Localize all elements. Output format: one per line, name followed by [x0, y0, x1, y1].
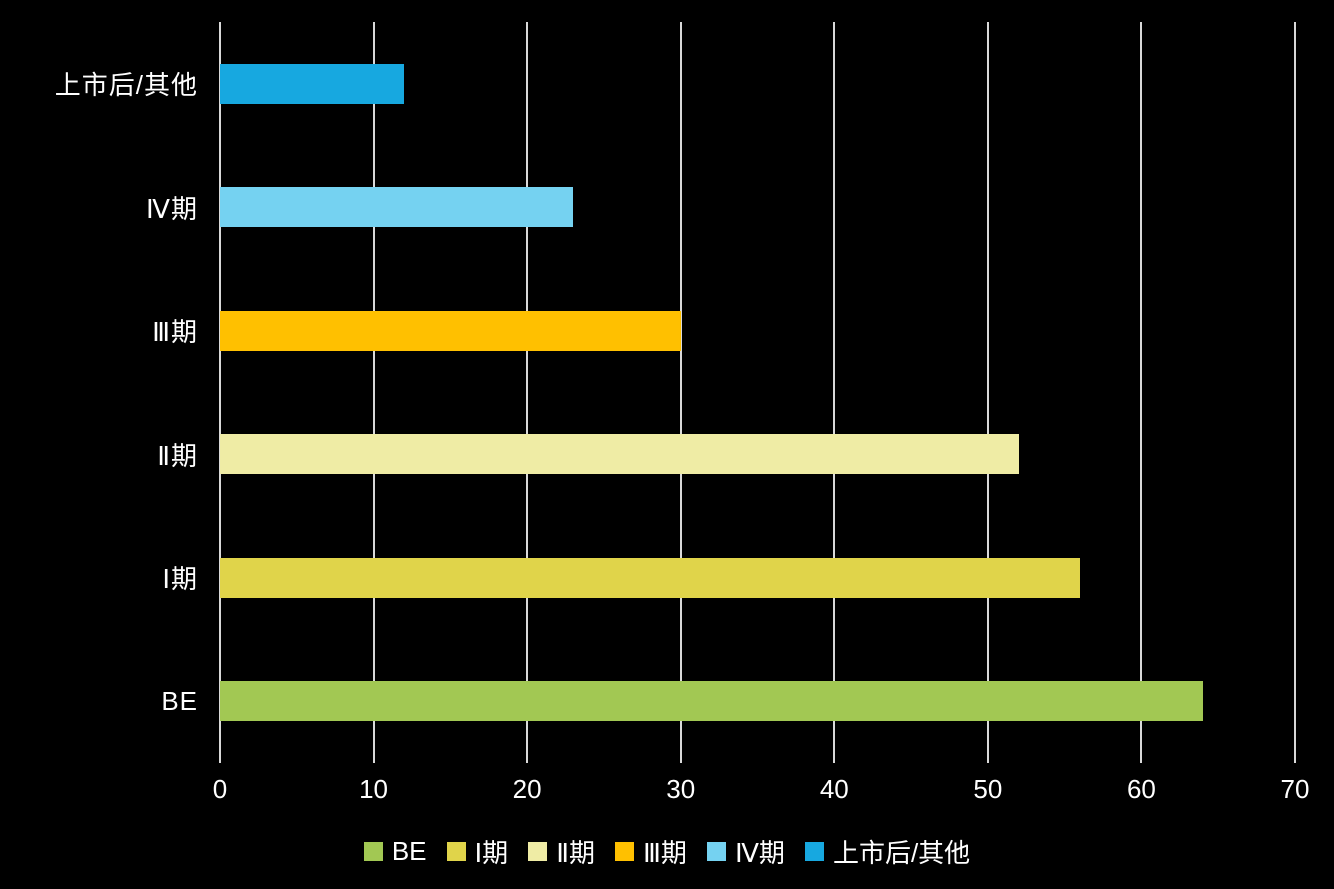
- bar: [220, 187, 574, 228]
- legend-swatch: [446, 842, 466, 861]
- legend: BE Ⅰ期 Ⅱ期 Ⅲ期 Ⅳ期 上市后/其他: [0, 833, 1334, 870]
- bar-row: [220, 146, 1295, 270]
- x-tick-label: 40: [819, 774, 849, 804]
- bar: [220, 310, 681, 351]
- legend-swatch: [804, 842, 824, 861]
- gridline: [679, 22, 682, 763]
- category-label: Ⅲ期: [152, 317, 198, 348]
- bar-row: [220, 269, 1295, 393]
- gridline: [526, 22, 529, 763]
- legend-label: Ⅰ期: [474, 838, 509, 868]
- x-tick-label: 0: [212, 774, 228, 804]
- bar-row: [220, 22, 1295, 146]
- x-tick-label: 20: [512, 774, 542, 804]
- category-label: Ⅱ期: [157, 440, 198, 471]
- x-tick-label: 60: [1126, 774, 1156, 804]
- legend-swatch: [528, 842, 548, 861]
- y-axis-labels: 上市后/其他 Ⅳ期 Ⅲ期 Ⅱ期 Ⅰ期 BE: [0, 22, 198, 763]
- x-tick-label: 70: [1280, 774, 1310, 804]
- legend-item: Ⅲ期: [615, 833, 687, 870]
- bar: [220, 434, 1019, 475]
- x-tick-label: 30: [666, 774, 696, 804]
- legend-label: Ⅳ期: [734, 838, 785, 868]
- bar-row: [220, 393, 1295, 517]
- legend-label: Ⅱ期: [556, 838, 595, 868]
- category-label: Ⅳ期: [146, 193, 198, 224]
- gridline: [372, 22, 375, 763]
- legend-item: 上市后/其他: [804, 833, 971, 870]
- gridline: [986, 22, 989, 763]
- x-tick-label: 10: [359, 774, 389, 804]
- legend-label: Ⅲ期: [643, 838, 687, 868]
- legend-swatch: [615, 842, 634, 861]
- gridline: [1294, 22, 1296, 763]
- category-label: Ⅰ期: [162, 564, 198, 595]
- category-label: 上市后/其他: [54, 70, 198, 101]
- legend-label: 上市后/其他: [832, 838, 971, 868]
- plot-area: [219, 22, 1296, 764]
- legend-label: BE: [391, 836, 427, 866]
- gridline: [833, 22, 836, 763]
- bar: [220, 681, 1203, 722]
- legend-item: Ⅰ期: [446, 833, 509, 870]
- x-tick-label: 50: [973, 774, 1003, 804]
- legend-swatch: [363, 842, 383, 861]
- legend-item: BE: [363, 836, 427, 867]
- legend-item: Ⅳ期: [706, 833, 785, 870]
- bar: [220, 63, 405, 104]
- legend-swatch: [706, 842, 726, 861]
- legend-item: Ⅱ期: [528, 833, 595, 870]
- bar-row: [220, 516, 1295, 640]
- gridline: [219, 22, 221, 763]
- gridline: [1140, 22, 1143, 763]
- bar: [220, 557, 1080, 598]
- category-label: BE: [161, 685, 198, 716]
- bar-row: [220, 640, 1295, 764]
- x-axis: 0 10 20 30 40 50 60 70: [213, 774, 1310, 810]
